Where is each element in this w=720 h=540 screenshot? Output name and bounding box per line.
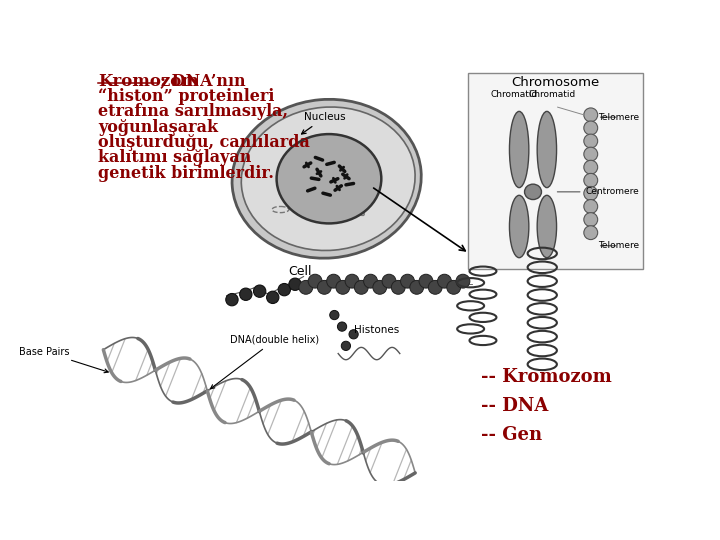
Circle shape (410, 280, 423, 294)
Text: Histones: Histones (354, 326, 399, 335)
Text: -- Kromozom: -- Kromozom (481, 368, 611, 386)
Text: genetik birimlerdir.: genetik birimlerdir. (98, 165, 274, 182)
Circle shape (330, 310, 339, 320)
Text: Telomere: Telomere (598, 113, 639, 122)
Circle shape (278, 284, 290, 296)
Circle shape (584, 173, 598, 187)
Circle shape (584, 121, 598, 135)
Ellipse shape (510, 195, 529, 258)
Text: Centromere: Centromere (557, 187, 639, 197)
Text: Chromosome: Chromosome (511, 76, 600, 89)
Ellipse shape (537, 111, 557, 187)
Text: kalıtımı sağlayan: kalıtımı sağlayan (98, 150, 251, 166)
Text: Kromozom: Kromozom (98, 72, 199, 90)
Circle shape (584, 226, 598, 240)
Circle shape (364, 274, 377, 288)
Circle shape (373, 280, 387, 294)
Text: DNA(double helix): DNA(double helix) (210, 335, 320, 389)
Text: “histon” proteinleri: “histon” proteinleri (98, 88, 274, 105)
Circle shape (584, 147, 598, 161)
Circle shape (584, 160, 598, 174)
Text: Telomere: Telomere (598, 241, 639, 250)
Circle shape (354, 280, 368, 294)
Circle shape (338, 322, 346, 331)
Circle shape (456, 274, 470, 288)
Circle shape (428, 280, 442, 294)
Text: Chromatid: Chromatid (528, 90, 576, 99)
Circle shape (584, 213, 598, 226)
Circle shape (447, 280, 461, 294)
Ellipse shape (276, 134, 382, 224)
Ellipse shape (241, 107, 415, 251)
Circle shape (336, 280, 350, 294)
Circle shape (584, 186, 598, 200)
Text: -- DNA: -- DNA (481, 397, 548, 415)
Circle shape (341, 341, 351, 350)
Circle shape (318, 280, 331, 294)
Text: Base Pairs: Base Pairs (19, 347, 108, 373)
Circle shape (327, 274, 341, 288)
Circle shape (419, 274, 433, 288)
Circle shape (400, 274, 415, 288)
Text: Nucleus: Nucleus (302, 112, 346, 134)
Circle shape (584, 108, 598, 122)
Circle shape (266, 291, 279, 303)
Bar (467, 72, 643, 269)
Ellipse shape (525, 184, 541, 200)
Ellipse shape (537, 195, 557, 258)
Ellipse shape (232, 99, 421, 258)
Circle shape (584, 134, 598, 148)
Circle shape (345, 274, 359, 288)
Circle shape (382, 274, 396, 288)
Circle shape (253, 285, 266, 298)
Circle shape (299, 280, 312, 294)
Text: etrafına sarılmasıyla,: etrafına sarılmasıyla, (98, 103, 288, 120)
Circle shape (438, 274, 451, 288)
Text: oluşturduğu, canlılarda: oluşturduğu, canlılarda (98, 134, 310, 151)
Text: -- Gen: -- Gen (481, 426, 541, 444)
Circle shape (349, 330, 359, 339)
Ellipse shape (510, 111, 529, 187)
Text: Chromatid: Chromatid (490, 90, 537, 99)
Text: ; DNA’nın: ; DNA’nın (160, 72, 246, 90)
Circle shape (240, 288, 252, 300)
Circle shape (584, 200, 598, 213)
Circle shape (392, 280, 405, 294)
Circle shape (289, 278, 301, 291)
Text: yoğunlaşarak: yoğunlaşarak (98, 119, 218, 136)
Circle shape (308, 274, 322, 288)
Circle shape (226, 294, 238, 306)
Text: Cell: Cell (288, 265, 312, 278)
